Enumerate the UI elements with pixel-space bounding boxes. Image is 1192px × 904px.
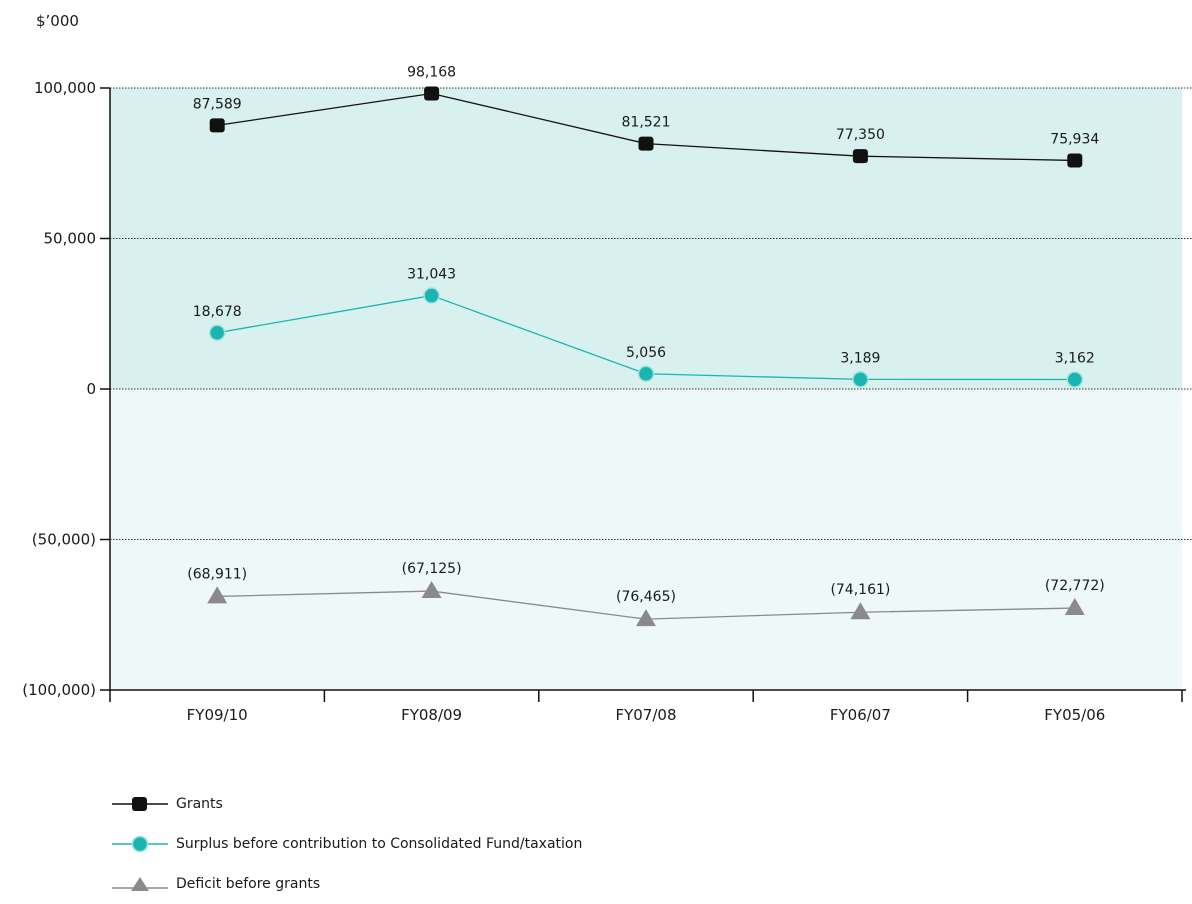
x-tick-label: FY06/07 xyxy=(830,706,891,724)
point-deficit xyxy=(207,586,228,604)
data-label-surplus: 5,056 xyxy=(626,345,666,361)
data-label-grants: 75,934 xyxy=(1050,131,1099,147)
y-axis-unit-label: $’000 xyxy=(36,12,79,30)
point-grants xyxy=(852,149,868,164)
x-tick-label: FY05/06 xyxy=(1044,706,1105,724)
data-label-deficit: (74,161) xyxy=(830,582,890,598)
y-tick-label: 100,000 xyxy=(34,79,96,97)
legend-label-grants: Grants xyxy=(176,796,223,812)
data-label-deficit: (76,465) xyxy=(616,589,676,605)
x-tick-label: FY09/10 xyxy=(187,706,248,724)
point-surplus xyxy=(423,287,440,304)
data-label-grants: 81,521 xyxy=(622,115,671,131)
legend-item-grants: Grants xyxy=(112,784,582,824)
negative-band xyxy=(110,389,1182,690)
point-surplus xyxy=(208,324,226,342)
legend-swatch-deficit xyxy=(112,877,168,891)
point-grants xyxy=(1067,153,1083,168)
y-tick-label: 0 xyxy=(86,380,96,398)
line-chart: 100,000 50,000 0 (50,000) (100,000) FY09/10 FY… xyxy=(22,65,1192,724)
data-label-grants: 98,168 xyxy=(407,65,456,81)
legend-swatch-surplus xyxy=(112,835,168,853)
x-tick-label: FY08/09 xyxy=(401,706,462,724)
data-label-grants: 87,589 xyxy=(193,96,242,112)
data-label-deficit: (68,911) xyxy=(187,566,247,582)
point-grants xyxy=(638,136,654,151)
point-deficit xyxy=(850,602,871,620)
y-tick-label: 50,000 xyxy=(44,230,97,248)
data-label-surplus: 18,678 xyxy=(193,304,242,320)
legend-item-deficit: Deficit before grants xyxy=(112,864,582,904)
point-surplus xyxy=(1066,371,1084,388)
legend: Grants Surplus before contribution to Co… xyxy=(112,784,582,904)
data-label-deficit: (67,125) xyxy=(402,561,462,577)
x-tick-label: FY07/08 xyxy=(615,706,676,724)
point-deficit xyxy=(636,609,656,627)
point-grants xyxy=(209,118,225,133)
point-surplus xyxy=(637,365,655,383)
point-grants xyxy=(424,86,440,101)
y-tick-label: (50,000) xyxy=(32,531,96,549)
y-tick-label: (100,000) xyxy=(22,681,96,699)
point-deficit xyxy=(1064,598,1085,616)
legend-label-deficit: Deficit before grants xyxy=(176,876,321,892)
legend-label-surplus: Surplus before contribution to Consolida… xyxy=(176,836,583,852)
point-deficit xyxy=(421,581,442,599)
data-label-surplus: 3,162 xyxy=(1055,350,1095,366)
data-label-surplus: 31,043 xyxy=(407,267,456,283)
point-surplus xyxy=(852,371,869,388)
legend-item-surplus: Surplus before contribution to Consolida… xyxy=(112,824,582,864)
legend-swatch-grants xyxy=(112,797,168,811)
data-label-grants: 77,350 xyxy=(836,127,885,143)
data-label-deficit: (72,772) xyxy=(1045,578,1105,594)
data-label-surplus: 3,189 xyxy=(840,350,880,366)
